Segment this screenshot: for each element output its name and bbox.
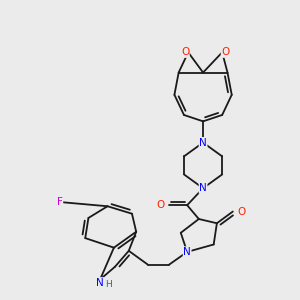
Text: N: N bbox=[96, 278, 104, 288]
Text: O: O bbox=[157, 200, 165, 210]
Text: N: N bbox=[199, 183, 207, 193]
Text: O: O bbox=[221, 47, 230, 57]
Text: O: O bbox=[237, 207, 245, 217]
Text: N: N bbox=[183, 247, 191, 257]
Text: O: O bbox=[181, 47, 189, 57]
Text: N: N bbox=[199, 138, 207, 148]
Text: H: H bbox=[105, 280, 112, 289]
Text: F: F bbox=[57, 197, 63, 207]
